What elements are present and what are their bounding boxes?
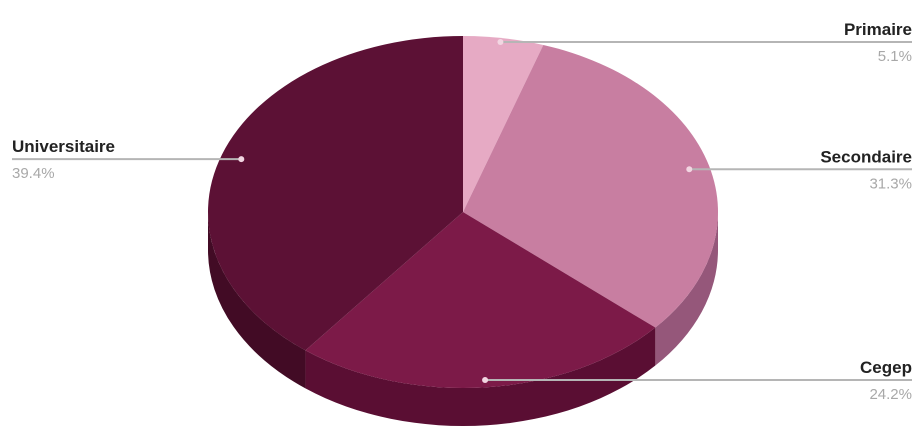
pie-slice-secondaire [463, 44, 718, 328]
leader-dot-cegep [482, 377, 489, 383]
pie-slices [208, 35, 718, 388]
slice-value-secondaire: 31.3% [869, 175, 912, 192]
slice-label-primaire: Primaire [844, 20, 912, 39]
leader-dot-primaire [497, 39, 504, 45]
pie-labels: Primaire 5.1% Secondaire 31.3% Cegep 24.2% Uni… [12, 20, 912, 403]
slice-value-primaire: 5.1% [878, 48, 912, 65]
pie-slice-universitaire [208, 35, 463, 351]
pie-slice-primaire [463, 36, 544, 212]
leader-dot-universitaire [238, 156, 245, 163]
pie-side-universitaire [208, 212, 306, 389]
slice-label-secondaire: Secondaire [820, 147, 912, 166]
leader-dot-secondaire [686, 166, 693, 173]
pie-slice-cegep [305, 212, 656, 388]
slice-value-universitaire: 39.4% [12, 165, 55, 182]
pie-side-cegep [305, 327, 656, 426]
slice-label-cegep: Cegep [860, 358, 912, 377]
slice-value-cegep: 24.2% [869, 386, 912, 403]
slice-label-universitaire: Universitaire [12, 137, 115, 156]
pie-side-secondaire [655, 212, 718, 366]
pie-side-walls [208, 212, 718, 426]
